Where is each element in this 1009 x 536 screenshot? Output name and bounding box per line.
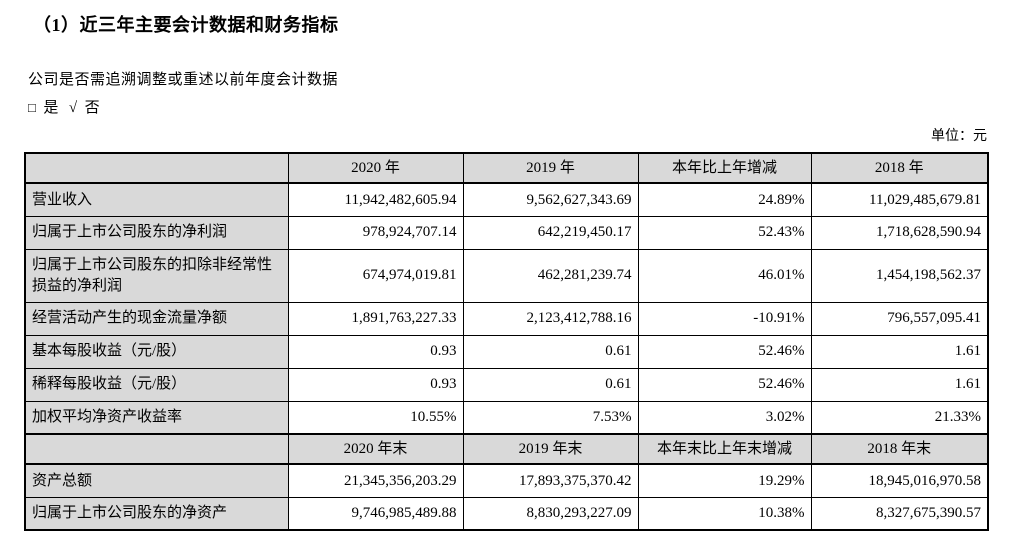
value-cell: 11,942,482,605.94 — [287, 182, 464, 217]
value-cell: 1,454,198,562.37 — [810, 248, 989, 303]
checkbox-unchecked-icon: □ — [28, 100, 37, 115]
column-header-2019: 2019 年 — [462, 152, 639, 184]
value-cell: -10.91% — [637, 301, 812, 336]
value-cell: 18,945,016,970.58 — [810, 463, 989, 498]
row-label: 归属于上市公司股东的扣除非经常性损益的净利润 — [24, 248, 289, 303]
table-row-net-assets: 归属于上市公司股东的净资产 9,746,985,489.88 8,830,293… — [24, 496, 989, 531]
column-header-2020: 2020 年 — [287, 152, 464, 184]
column-header-2018-end: 2018 年末 — [810, 433, 989, 465]
value-cell: 24.89% — [637, 182, 812, 217]
financial-indicators-table: 2020 年 2019 年 本年比上年增减 2018 年 营业收入 11,942… — [24, 152, 989, 531]
value-cell: 10.55% — [287, 400, 464, 435]
value-cell: 0.93 — [287, 367, 464, 402]
table-row-operating-revenue: 营业收入 11,942,482,605.94 9,562,627,343.69 … — [24, 182, 989, 217]
table-row-weighted-avg-roe: 加权平均净资产收益率 10.55% 7.53% 3.02% 21.33% — [24, 400, 989, 435]
value-cell: 8,327,675,390.57 — [810, 496, 989, 531]
value-cell: 52.46% — [637, 367, 812, 402]
column-header-2020-end: 2020 年末 — [287, 433, 464, 465]
table-row-total-assets: 资产总额 21,345,356,203.29 17,893,375,370.42… — [24, 463, 989, 498]
table-row-operating-cash-flow: 经营活动产生的现金流量净额 1,891,763,227.33 2,123,412… — [24, 301, 989, 336]
table-row-net-profit: 归属于上市公司股东的净利润 978,924,707.14 642,219,450… — [24, 215, 989, 250]
value-cell: 978,924,707.14 — [287, 215, 464, 250]
table-row-net-profit-excl-nonrecurring: 归属于上市公司股东的扣除非经常性损益的净利润 674,974,019.81 46… — [24, 248, 989, 303]
column-header-2018: 2018 年 — [810, 152, 989, 184]
value-cell: 1,891,763,227.33 — [287, 301, 464, 336]
no-label: 否 — [84, 100, 101, 116]
value-cell: 2,123,412,788.16 — [462, 301, 639, 336]
value-cell: 21.33% — [810, 400, 989, 435]
value-cell: 7.53% — [462, 400, 639, 435]
value-cell: 1.61 — [810, 334, 989, 369]
table-row-basic-eps: 基本每股收益（元/股） 0.93 0.61 52.46% 1.61 — [24, 334, 989, 369]
value-cell: 462,281,239.74 — [462, 248, 639, 303]
value-cell: 8,830,293,227.09 — [462, 496, 639, 531]
value-cell: 0.61 — [462, 334, 639, 369]
row-label: 加权平均净资产收益率 — [24, 400, 289, 435]
restatement-checkbox-line: □ 是 √ 否 — [28, 96, 1009, 117]
row-label: 归属于上市公司股东的净资产 — [24, 496, 289, 531]
value-cell: 21,345,356,203.29 — [287, 463, 464, 498]
row-label: 营业收入 — [24, 182, 289, 217]
column-header-year-end-change: 本年末比上年末增减 — [637, 433, 812, 465]
value-cell: 11,029,485,679.81 — [810, 182, 989, 217]
value-cell: 674,974,019.81 — [287, 248, 464, 303]
column-header-2019-end: 2019 年末 — [462, 433, 639, 465]
value-cell: 3.02% — [637, 400, 812, 435]
value-cell: 10.38% — [637, 496, 812, 531]
table-header-year-end: 2020 年末 2019 年末 本年末比上年末增减 2018 年末 — [24, 433, 989, 465]
value-cell: 9,746,985,489.88 — [287, 496, 464, 531]
value-cell: 46.01% — [637, 248, 812, 303]
value-cell: 1.61 — [810, 367, 989, 402]
value-cell: 17,893,375,370.42 — [462, 463, 639, 498]
value-cell: 52.46% — [637, 334, 812, 369]
value-cell: 0.61 — [462, 367, 639, 402]
table-header-annual: 2020 年 2019 年 本年比上年增减 2018 年 — [24, 152, 989, 184]
row-label: 资产总额 — [24, 463, 289, 498]
value-cell: 642,219,450.17 — [462, 215, 639, 250]
row-label: 归属于上市公司股东的净利润 — [24, 215, 289, 250]
value-cell: 1,718,628,590.94 — [810, 215, 989, 250]
row-label: 经营活动产生的现金流量净额 — [24, 301, 289, 336]
column-header-blank — [24, 152, 289, 184]
yes-label: 是 — [43, 100, 59, 116]
row-label: 基本每股收益（元/股） — [24, 334, 289, 369]
column-header-blank — [24, 433, 289, 465]
restatement-question: 公司是否需追溯调整或重述以前年度会计数据 — [28, 72, 339, 88]
value-cell: 796,557,095.41 — [810, 301, 989, 336]
table-row-diluted-eps: 稀释每股收益（元/股） 0.93 0.61 52.46% 1.61 — [24, 367, 989, 402]
value-cell: 0.93 — [287, 334, 464, 369]
row-label: 稀释每股收益（元/股） — [24, 367, 289, 402]
checkmark-icon: √ — [68, 100, 78, 116]
value-cell: 19.29% — [637, 463, 812, 498]
column-header-yoy-change: 本年比上年增减 — [637, 152, 812, 184]
value-cell: 9,562,627,343.69 — [462, 182, 639, 217]
page-title: （1）近三年主要会计数据和财务指标 — [33, 15, 339, 35]
value-cell: 52.43% — [637, 215, 812, 250]
unit-label: 单位：元 — [931, 129, 987, 144]
